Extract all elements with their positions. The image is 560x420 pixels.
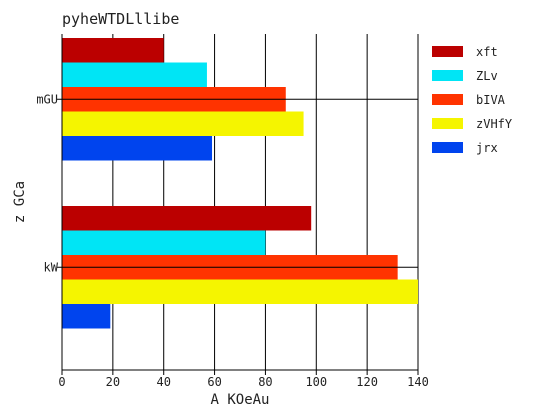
x-tick-label-0: 0 <box>58 375 65 389</box>
bar-xft-mGU <box>62 38 164 63</box>
y-tick-label-kW: kW <box>44 260 59 274</box>
legend-label-jrx: jrx <box>476 141 498 155</box>
legend-label-xft: xft <box>476 45 498 59</box>
bar-ZLv-kW <box>62 230 266 255</box>
legend-swatch-bIVA <box>432 94 463 105</box>
bar-jrx-kW <box>62 304 111 329</box>
ticks: 0 20 40 60 80 100 120 140 mGU kW <box>36 92 429 389</box>
x-tick-label-80: 80 <box>258 375 272 389</box>
axes <box>61 34 418 371</box>
legend-swatch-ZLv <box>432 70 463 81</box>
bars <box>62 38 418 329</box>
bar-zVHfY-mGU <box>62 111 304 136</box>
legend-swatch-zVHfY <box>432 118 463 129</box>
legend-label-bIVA: bIVA <box>476 93 506 107</box>
x-axis-label: A KOeAu <box>210 392 269 408</box>
x-tick-label-100: 100 <box>305 375 327 389</box>
legend: xft ZLv bIVA zVHfY jrx <box>432 45 513 155</box>
y-axis-label: z GCa <box>12 181 28 223</box>
x-tick-label-60: 60 <box>207 375 221 389</box>
x-tick-label-20: 20 <box>106 375 120 389</box>
x-tick-label-40: 40 <box>156 375 170 389</box>
legend-label-ZLv: ZLv <box>476 69 498 83</box>
legend-label-zVHfY: zVHfY <box>476 117 513 131</box>
bar-jrx-mGU <box>62 136 213 161</box>
legend-swatch-jrx <box>432 142 463 153</box>
bar-zVHfY-kW <box>62 279 418 304</box>
bar-ZLv-mGU <box>62 62 207 87</box>
x-tick-label-140: 140 <box>407 375 429 389</box>
x-tick-label-120: 120 <box>356 375 378 389</box>
chart-title: pyheWTDLllibe <box>62 10 179 28</box>
bar-xft-kW <box>62 206 312 231</box>
legend-swatch-xft <box>432 46 463 57</box>
y-tick-label-mGU: mGU <box>36 92 58 106</box>
